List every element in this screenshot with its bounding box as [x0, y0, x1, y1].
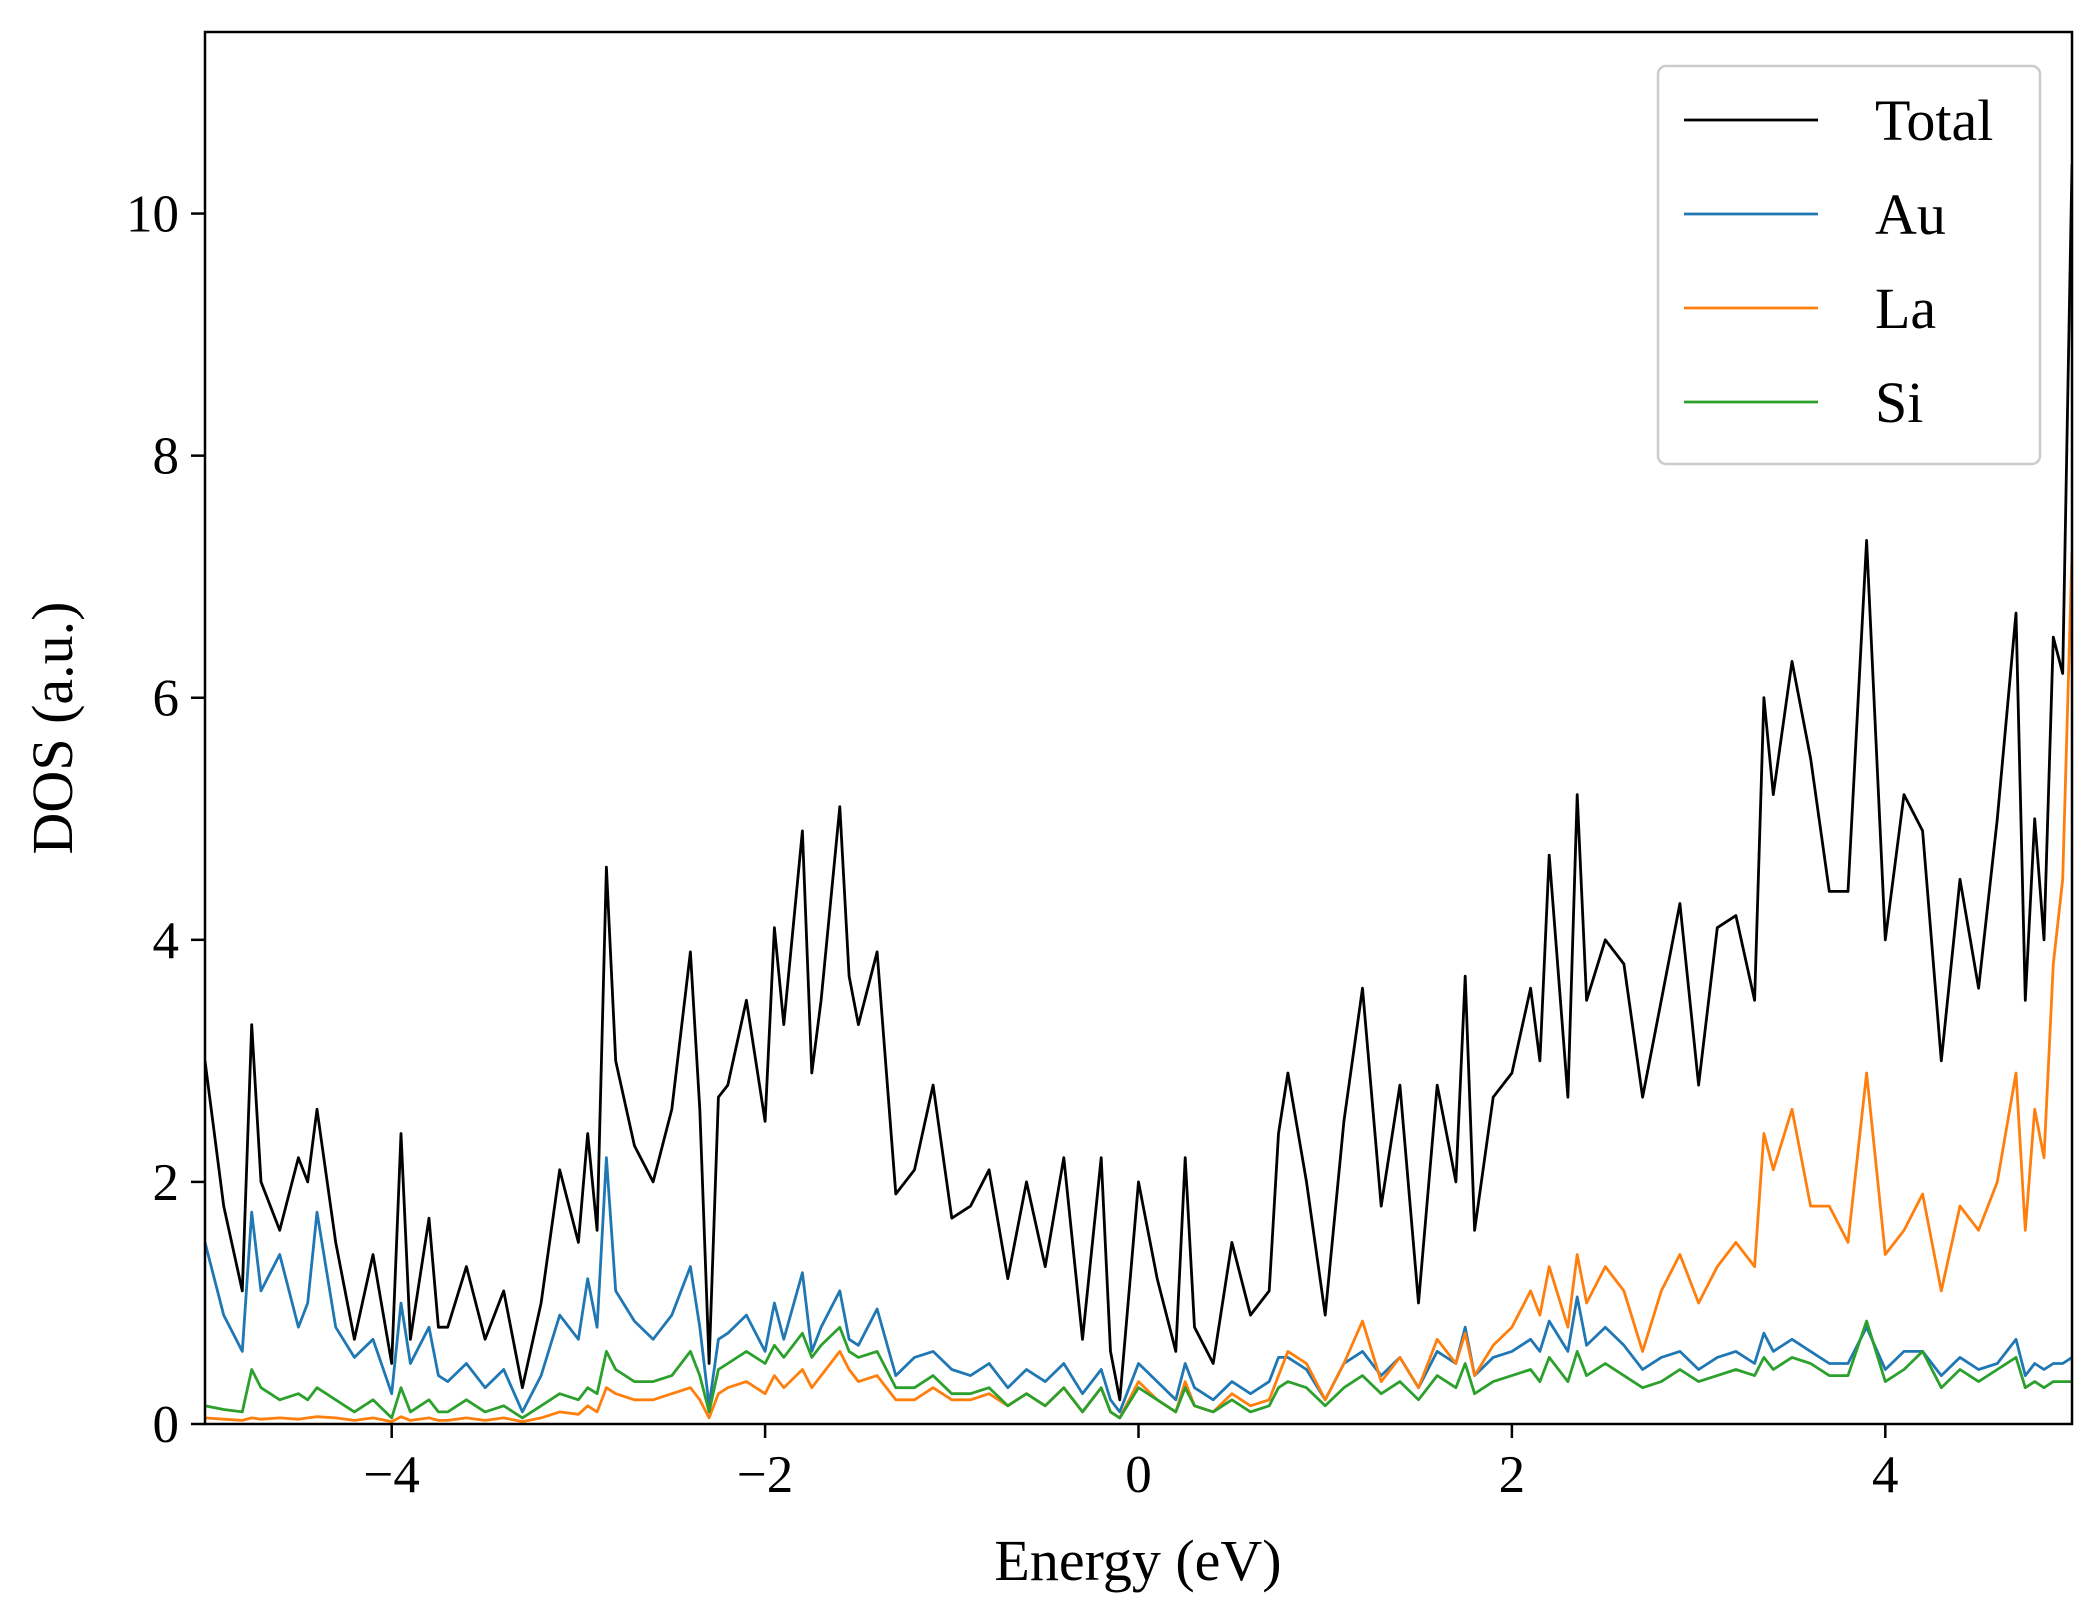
x-tick-label: 2 [1499, 1446, 1526, 1504]
series-line-total [205, 163, 2072, 1402]
y-axis: 0 2 4 6 8 10 [126, 186, 205, 1454]
y-tick-label: 6 [153, 670, 180, 728]
legend-box [1656, 64, 2042, 466]
legend: Total Au La Si [1656, 64, 2042, 466]
x-axis: −4 −2 0 2 4 [364, 1424, 1899, 1504]
series-line-si [205, 1319, 2072, 1420]
y-axis-label: DOS (a.u.) [20, 602, 85, 855]
x-tick-label: 4 [1872, 1446, 1899, 1504]
legend-label-total: Total [1875, 88, 1993, 153]
y-tick-label: 4 [153, 912, 180, 970]
series-line-au [205, 1156, 2072, 1414]
x-tick-label: −2 [737, 1446, 793, 1504]
legend-label-la: La [1875, 276, 1936, 341]
series-layer [205, 163, 2072, 1423]
x-tick-label: 0 [1125, 1446, 1152, 1504]
legend-label-si: Si [1875, 370, 1923, 435]
legend-label-au: Au [1875, 182, 1946, 247]
y-tick-label: 0 [153, 1396, 180, 1454]
y-tick-label: 10 [126, 186, 179, 244]
x-axis-label: Energy (eV) [994, 1528, 1281, 1593]
y-tick-label: 8 [153, 428, 180, 486]
y-tick-label: 2 [153, 1154, 180, 1212]
x-tick-label: −4 [364, 1446, 420, 1504]
